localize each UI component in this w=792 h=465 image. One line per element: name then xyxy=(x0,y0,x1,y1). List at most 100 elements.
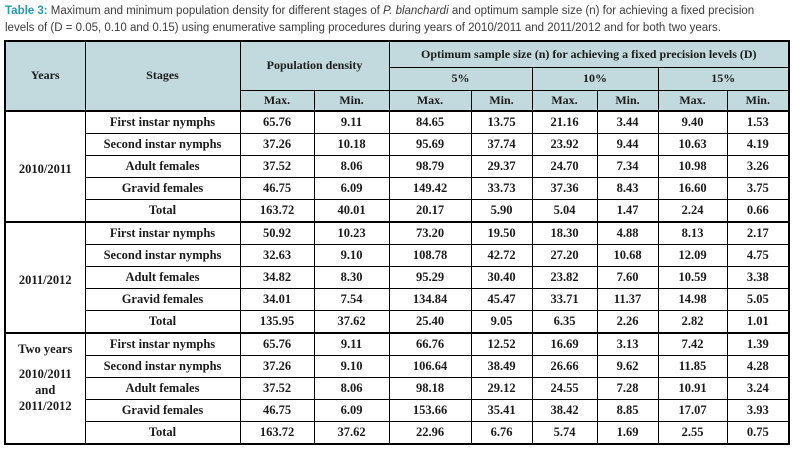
value-cell: 25.40 xyxy=(388,310,472,334)
stage-cell: Adult females xyxy=(84,266,241,289)
value-cell: 46.75 xyxy=(239,177,315,200)
value-cell: 32.63 xyxy=(239,244,315,267)
value-cell: 134.84 xyxy=(388,288,472,311)
stage-cell: Second instar nymphs xyxy=(84,133,241,156)
value-cell: 16.60 xyxy=(657,177,728,200)
stage-cell: First instar nymphs xyxy=(84,110,241,134)
table-row: Total 163.72 40.01 20.17 5.90 5.04 1.47 2.24 0.6… xyxy=(5,199,790,223)
value-cell: 20.17 xyxy=(388,199,472,223)
stage-cell: Adult females xyxy=(84,155,241,178)
value-cell: 10.68 xyxy=(596,244,659,267)
table-row: 2010/2011 First instar nymphs 65.76 9.11 84.… xyxy=(4,110,790,223)
value-cell: 34.82 xyxy=(239,266,315,289)
value-cell: 95.69 xyxy=(388,133,472,156)
year-line: 2011/2012 xyxy=(18,399,72,413)
caption-text-after-italic: and optimum sample size (n) for achievin… xyxy=(5,5,755,34)
value-cell: 8.85 xyxy=(596,399,659,422)
value-cell: 8.06 xyxy=(313,155,390,178)
value-cell: 0.66 xyxy=(726,199,790,223)
value-cell: 8.06 xyxy=(313,377,390,400)
value-cell: 1.69 xyxy=(596,421,659,445)
value-cell: 8.43 xyxy=(596,177,659,200)
value-cell: 6.09 xyxy=(313,399,390,422)
value-cell: 45.47 xyxy=(470,288,533,311)
value-cell: 30.40 xyxy=(470,266,533,289)
value-cell: 0.75 xyxy=(726,421,790,445)
value-cell: 3.24 xyxy=(726,377,790,400)
value-cell: 1.01 xyxy=(726,310,790,334)
value-cell: 2.17 xyxy=(726,221,790,245)
value-cell: 33.73 xyxy=(470,177,533,200)
value-cell: 7.60 xyxy=(596,266,659,289)
value-cell: 7.54 xyxy=(313,288,390,311)
value-cell: 35.41 xyxy=(470,399,533,422)
value-cell: 4.75 xyxy=(726,244,790,267)
year-line: and xyxy=(35,383,56,397)
table-row: Second instar nymphs 37.26 9.10 106.64 38.49… xyxy=(5,355,790,378)
value-cell: 10.63 xyxy=(657,133,728,156)
value-cell: 66.76 xyxy=(388,332,472,356)
value-cell: 9.44 xyxy=(596,133,659,156)
value-cell: 3.75 xyxy=(726,177,790,200)
value-cell: 9.10 xyxy=(313,244,390,267)
value-cell: 18.30 xyxy=(531,221,598,245)
col-header-5pct-min: Min. xyxy=(470,90,533,112)
value-cell: 16.69 xyxy=(531,332,598,356)
header-row-1: Years Stages Population density Optimum … xyxy=(4,40,790,112)
value-cell: 84.65 xyxy=(388,110,472,134)
value-cell: 24.55 xyxy=(531,377,598,400)
stage-cell: Gravid females xyxy=(84,399,241,422)
value-cell: 135.95 xyxy=(239,310,315,334)
year-cell: Two years 2010/2011 and 2011/2012 xyxy=(4,332,86,445)
value-cell: 12.52 xyxy=(470,332,533,356)
value-cell: 37.52 xyxy=(239,155,315,178)
value-cell: 19.50 xyxy=(470,221,533,245)
header-row-2: 5% 10% 15% xyxy=(5,67,790,91)
value-cell: 2.24 xyxy=(657,199,728,223)
value-cell: 95.29 xyxy=(388,266,472,289)
col-header-precision-15pct: 15% xyxy=(657,67,790,91)
year-line: 2011/2012 xyxy=(18,272,72,287)
value-cell: 2.55 xyxy=(657,421,728,445)
value-cell: 46.75 xyxy=(239,399,315,422)
value-cell: 163.72 xyxy=(239,199,315,223)
value-cell: 4.19 xyxy=(726,133,790,156)
value-cell: 149.42 xyxy=(388,177,472,200)
value-cell: 42.72 xyxy=(470,244,533,267)
col-header-precision-5pct: 5% xyxy=(388,67,533,91)
stage-cell: Adult females xyxy=(84,377,241,400)
species-name-italic: P. blanchardi xyxy=(382,5,449,17)
year-cell: 2010/2011 xyxy=(4,110,86,223)
value-cell: 26.66 xyxy=(531,355,598,378)
value-cell: 3.44 xyxy=(596,110,659,134)
col-header-pd-max: Max. xyxy=(239,90,315,112)
value-cell: 7.34 xyxy=(596,155,659,178)
table-row: 2011/2012 First instar nymphs 50.92 10.23 73… xyxy=(4,221,790,334)
table-row: Total 163.72 37.62 22.96 6.76 5.74 1.69 2.55 0.7… xyxy=(5,421,790,445)
col-header-15pct-min: Min. xyxy=(726,90,790,112)
table-row: Adult females 37.52 8.06 98.79 29.37 24.70 7.3… xyxy=(5,155,790,178)
col-header-population-density: Population density xyxy=(239,40,390,91)
value-cell: 163.72 xyxy=(239,421,315,445)
value-cell: 9.05 xyxy=(470,310,533,334)
value-cell: 17.07 xyxy=(657,399,728,422)
value-cell: 37.26 xyxy=(239,133,315,156)
value-cell: 108.78 xyxy=(388,244,472,267)
population-density-table: Years Stages Population density Optimum … xyxy=(4,40,791,445)
value-cell: 6.35 xyxy=(531,310,598,334)
value-cell: 5.05 xyxy=(726,288,790,311)
table-row: Second instar nymphs 32.63 9.10 108.78 42.72… xyxy=(5,244,790,267)
value-cell: 8.13 xyxy=(657,221,728,245)
value-cell: 9.10 xyxy=(313,355,390,378)
col-header-10pct-min: Min. xyxy=(596,90,659,112)
value-cell: 10.91 xyxy=(657,377,728,400)
table-body: 2010/2011 First instar nymphs 65.76 9.11 84.… xyxy=(4,110,790,445)
year-line: 2010/2011 xyxy=(18,161,72,176)
value-cell: 12.09 xyxy=(657,244,728,267)
value-cell: 2.82 xyxy=(657,310,728,334)
table-header: Years Stages Population density Optimum … xyxy=(4,40,790,112)
table-row: Adult females 34.82 8.30 95.29 30.40 23.82 7.6… xyxy=(5,266,790,289)
col-header-pd-min: Min. xyxy=(313,90,390,112)
value-cell: 3.13 xyxy=(596,332,659,356)
value-cell: 7.28 xyxy=(596,377,659,400)
